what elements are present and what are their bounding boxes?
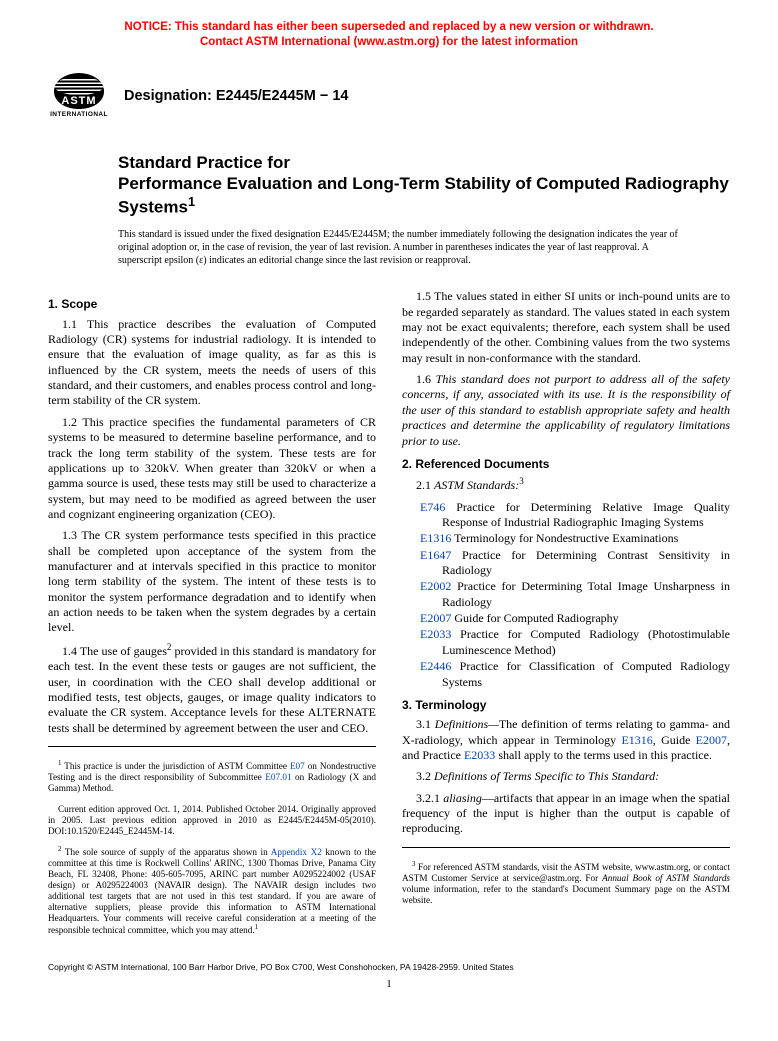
fn2-link-appendix[interactable]: Appendix X2 bbox=[271, 847, 322, 857]
footnote-1-p2: Current edition approved Oct. 1, 2014. P… bbox=[48, 804, 376, 837]
ref-link[interactable]: E746 bbox=[420, 500, 445, 514]
ref-link[interactable]: E2002 bbox=[420, 579, 451, 593]
ref-text: Practice for Determining Total Image Uns… bbox=[442, 579, 730, 608]
para-1-4: 1.4 The use of gauges2 provided in this … bbox=[48, 642, 376, 736]
footnote-2: 2 The sole source of supply of the appar… bbox=[48, 846, 376, 936]
fn1-link-e0701[interactable]: E07.01 bbox=[265, 772, 291, 782]
document-page: NOTICE: This standard has either been su… bbox=[0, 0, 778, 1010]
para-1-1: 1.1 This practice describes the evaluati… bbox=[48, 317, 376, 409]
para-1-3: 1.3 The CR system performance tests spec… bbox=[48, 528, 376, 636]
section-3-head: 3. Terminology bbox=[402, 698, 730, 713]
ref-link[interactable]: E1647 bbox=[420, 548, 451, 562]
ref-e1647: E1647 Practice for Determining Contrast … bbox=[402, 548, 730, 579]
para-2-1: 2.1 ASTM Standards:3 bbox=[402, 476, 730, 493]
s3-1-num: 3.1 bbox=[416, 717, 435, 731]
footnote-1: 1 This practice is under the jurisdictio… bbox=[48, 760, 376, 794]
section-1-head: 1. Scope bbox=[48, 297, 376, 312]
s3-1-label: Definitions— bbox=[435, 717, 499, 731]
footnotes-right: 3 For referenced ASTM standards, visit t… bbox=[402, 847, 730, 906]
s3-1c: , Guide bbox=[653, 733, 696, 747]
footnotes-left: 1 This practice is under the jurisdictio… bbox=[48, 746, 376, 936]
title-main-text: Performance Evaluation and Long-Term Sta… bbox=[118, 174, 729, 217]
fn2sup: 1 bbox=[255, 924, 258, 931]
fn2b: known to the committee at this time is R… bbox=[48, 847, 376, 935]
fn3i: Annual Book of ASTM Standards bbox=[602, 873, 730, 883]
title-block: Standard Practice for Performance Evalua… bbox=[118, 152, 730, 218]
copyright-line: Copyright © ASTM International, 100 Barr… bbox=[48, 962, 730, 972]
title-main: Performance Evaluation and Long-Term Sta… bbox=[118, 173, 730, 218]
para-1-4a: 1.4 The use of gauges bbox=[62, 644, 167, 658]
fn1a: This practice is under the jurisdiction … bbox=[61, 761, 290, 771]
s2-1-sup: 3 bbox=[519, 476, 524, 486]
logo-subtext: INTERNATIONAL bbox=[50, 111, 108, 118]
para-1-5: 1.5 The values stated in either SI units… bbox=[402, 289, 730, 366]
ref-text: Terminology for Nondestructive Examinati… bbox=[451, 531, 678, 545]
ref-link[interactable]: E2446 bbox=[420, 659, 451, 673]
ref-e1316: E1316 Terminology for Nondestructive Exa… bbox=[402, 531, 730, 546]
logo-letters: ASTM bbox=[54, 95, 104, 107]
para-3-2-1: 3.2.1 aliasing—artifacts that appear in … bbox=[402, 791, 730, 837]
page-number: 1 bbox=[48, 978, 730, 990]
s3-2-label: Definitions of Terms Specific to This St… bbox=[434, 769, 659, 783]
s3-1e: shall apply to the terms used in this pr… bbox=[495, 748, 712, 762]
s3-2-num: 3.2 bbox=[416, 769, 434, 783]
s2-1-label: ASTM Standards: bbox=[434, 478, 519, 492]
notice-line2: Contact ASTM International (www.astm.org… bbox=[200, 36, 578, 48]
header-row: ASTM INTERNATIONAL Designation: E2445/E2… bbox=[48, 68, 730, 124]
astm-logo: ASTM INTERNATIONAL bbox=[48, 68, 110, 124]
ref-link[interactable]: E2007 bbox=[420, 611, 451, 625]
issue-note: This standard is issued under the fixed … bbox=[118, 228, 690, 267]
ref-e2007: E2007 Guide for Computed Radiography bbox=[402, 611, 730, 626]
ref-text: Practice for Classification of Computed … bbox=[442, 659, 730, 688]
fn2a: The sole source of supply of the apparat… bbox=[61, 847, 270, 857]
s3-1-link1[interactable]: E1316 bbox=[621, 733, 652, 747]
s3-2-1-term: aliasing bbox=[443, 791, 482, 805]
para-1-6-text: This standard does not purport to addres… bbox=[402, 372, 730, 447]
title-lead: Standard Practice for bbox=[118, 152, 730, 173]
ref-text: Practice for Determining Relative Image … bbox=[442, 500, 730, 529]
para-3-1: 3.1 Definitions—The definition of terms … bbox=[402, 717, 730, 763]
body-columns: 1. Scope 1.1 This practice describes the… bbox=[48, 289, 730, 936]
notice-line1: NOTICE: This standard has either been su… bbox=[124, 21, 653, 33]
para-1-2: 1.2 This practice specifies the fundamen… bbox=[48, 415, 376, 523]
ref-text: Practice for Determining Contrast Sensit… bbox=[442, 548, 730, 577]
ref-text: Practice for Computed Radiology (Photost… bbox=[442, 627, 730, 656]
s2-1-num: 2.1 bbox=[416, 478, 434, 492]
title-superscript: 1 bbox=[188, 194, 195, 209]
para-3-2: 3.2 Definitions of Terms Specific to Thi… bbox=[402, 769, 730, 784]
s3-2-1-num: 3.2.1 bbox=[416, 791, 443, 805]
notice-banner: NOTICE: This standard has either been su… bbox=[48, 20, 730, 50]
s3-1-link3[interactable]: E2033 bbox=[464, 748, 495, 762]
ref-link[interactable]: E2033 bbox=[420, 627, 451, 641]
ref-e2033: E2033 Practice for Computed Radiology (P… bbox=[402, 627, 730, 658]
para-1-6: 1.6 This standard does not purport to ad… bbox=[402, 372, 730, 449]
footnote-3: 3 For referenced ASTM standards, visit t… bbox=[402, 861, 730, 906]
s3-1-link2[interactable]: E2007 bbox=[696, 733, 727, 747]
ref-e2446: E2446 Practice for Classification of Com… bbox=[402, 659, 730, 690]
ref-e2002: E2002 Practice for Determining Total Ima… bbox=[402, 579, 730, 610]
fn1-link-e07[interactable]: E07 bbox=[290, 761, 305, 771]
logo-globe-icon: ASTM bbox=[54, 73, 104, 109]
fn3b: volume information, refer to the standar… bbox=[402, 884, 730, 905]
ref-text: Guide for Computed Radiography bbox=[451, 611, 618, 625]
designation-text: Designation: E2445/E2445M − 14 bbox=[124, 88, 348, 104]
section-2-head: 2. Referenced Documents bbox=[402, 457, 730, 472]
ref-link[interactable]: E1316 bbox=[420, 531, 451, 545]
ref-e746: E746 Practice for Determining Relative I… bbox=[402, 500, 730, 531]
